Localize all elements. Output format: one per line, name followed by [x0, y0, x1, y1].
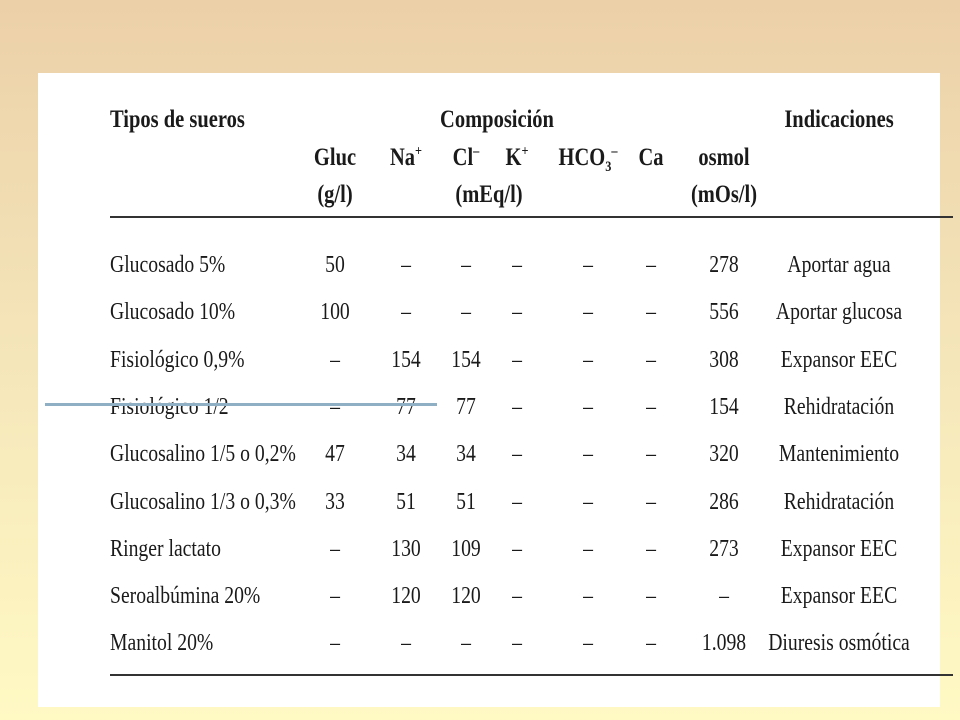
cell-osmol: – — [719, 583, 729, 610]
cell-k: – — [512, 535, 522, 562]
header-meq-unit: (mEq/l) — [455, 181, 523, 208]
table-panel: Tipos de sueros Composición Indicaciones… — [38, 73, 953, 707]
header-k: K+ — [505, 143, 529, 171]
cell-cl: 154 — [451, 346, 481, 373]
cell-gluc: – — [330, 583, 340, 610]
cell-na: – — [401, 252, 411, 278]
cell-cl: – — [461, 630, 471, 657]
cell-osmol: 308 — [709, 346, 739, 373]
header-gluc-unit: (g/l) — [317, 181, 353, 208]
cell-name: Seroalbúmina 20% — [110, 583, 261, 610]
cell-na: – — [401, 299, 411, 326]
cell-hco3: – — [583, 441, 593, 468]
cell-ind: Expansor EEC — [780, 535, 898, 562]
header-indications: Indicaciones — [784, 106, 894, 133]
cell-hco3: – — [583, 630, 593, 657]
cell-k: – — [512, 583, 522, 610]
cell-osmol: 154 — [709, 393, 739, 420]
cell-osmol: 273 — [709, 535, 739, 562]
cell-osmol: 1.098 — [701, 630, 747, 657]
cell-osmol: 278 — [709, 252, 739, 278]
cell-gluc: – — [330, 393, 340, 420]
cell-ind: Mantenimiento — [778, 441, 900, 468]
cell-name: Fisiológico 1/2 — [110, 393, 229, 420]
cell-ind: Expansor EEC — [780, 583, 898, 610]
header-cl: Cl– — [452, 143, 480, 171]
cell-hco3: – — [583, 488, 593, 515]
header-ca: Ca — [638, 144, 664, 171]
cell-hco3: – — [583, 346, 593, 373]
header-na: Na+ — [389, 143, 423, 171]
cell-k: – — [512, 393, 522, 420]
cell-ca: – — [646, 535, 656, 562]
cell-osmol: 556 — [709, 299, 739, 326]
cell-gluc: – — [330, 535, 340, 562]
cell-ca: – — [646, 299, 656, 326]
cell-k: – — [512, 252, 522, 278]
cell-k: – — [512, 488, 522, 515]
cell-gluc: 47 — [325, 441, 345, 468]
cell-hco3: – — [583, 393, 593, 420]
cell-ca: – — [646, 252, 656, 278]
cell-name: Glucosalino 1/5 o 0,2% — [110, 441, 296, 468]
bottom-rule — [110, 674, 953, 676]
cell-gluc: 33 — [325, 488, 345, 515]
cell-na: 51 — [396, 488, 416, 515]
cell-name: Glucosado 10% — [110, 299, 236, 326]
header-gluc: Gluc — [313, 144, 357, 171]
cell-na: 130 — [391, 535, 421, 562]
cell-cl: – — [461, 252, 471, 278]
cell-k: – — [512, 441, 522, 468]
cell-ind: Expansor EEC — [780, 346, 898, 373]
cell-hco3: – — [583, 299, 593, 326]
header-osmol: osmol — [698, 144, 750, 171]
header-osmol-unit: (mOs/l) — [690, 181, 758, 208]
cell-na: 120 — [391, 583, 421, 610]
cell-na: – — [401, 630, 411, 657]
cell-cl: 51 — [456, 488, 476, 515]
cell-na: 34 — [396, 441, 416, 468]
cell-osmol: 320 — [709, 441, 739, 468]
cell-hco3: – — [583, 583, 593, 610]
cell-gluc: 50 — [325, 252, 345, 278]
cell-k: – — [512, 299, 522, 326]
cell-cl: 120 — [451, 583, 481, 610]
cell-name: Glucosado 5% — [110, 252, 226, 278]
cell-hco3: – — [583, 535, 593, 562]
cell-na: 77 — [396, 393, 416, 420]
cell-name: Manitol 20% — [110, 630, 214, 657]
cell-hco3: – — [583, 252, 593, 278]
cell-gluc: – — [330, 346, 340, 373]
cell-ca: – — [646, 393, 656, 420]
header-rule — [110, 216, 953, 218]
cell-osmol: 286 — [709, 488, 739, 515]
cell-cl: 34 — [456, 441, 476, 468]
cell-ca: – — [646, 488, 656, 515]
cell-ca: – — [646, 346, 656, 373]
cell-gluc: 100 — [320, 299, 350, 326]
highlight-underline — [45, 403, 437, 406]
cell-ca: – — [646, 630, 656, 657]
cell-name: Fisiológico 0,9% — [110, 346, 245, 373]
cell-gluc: – — [330, 630, 340, 657]
header-hco3: HCO3– — [558, 143, 618, 175]
cell-k: – — [512, 630, 522, 657]
cell-ca: – — [646, 441, 656, 468]
cell-k: – — [512, 346, 522, 373]
cell-ind: Rehidratación — [783, 488, 895, 515]
cell-cl: 77 — [456, 393, 476, 420]
cell-name: Glucosalino 1/3 o 0,3% — [110, 488, 296, 515]
cell-ind: Rehidratación — [783, 393, 895, 420]
cell-ca: – — [646, 583, 656, 610]
cell-ind: Aportar glucosa — [775, 299, 903, 326]
cell-name: Ringer lactato — [110, 535, 221, 562]
cell-ind: Diuresis osmótica — [768, 630, 910, 657]
header-composition: Composición — [440, 106, 554, 133]
header-types: Tipos de sueros — [110, 106, 245, 133]
cell-ind: Aportar agua — [787, 252, 891, 278]
cell-cl: 109 — [451, 535, 481, 562]
cell-na: 154 — [391, 346, 421, 373]
cell-cl: – — [461, 299, 471, 326]
